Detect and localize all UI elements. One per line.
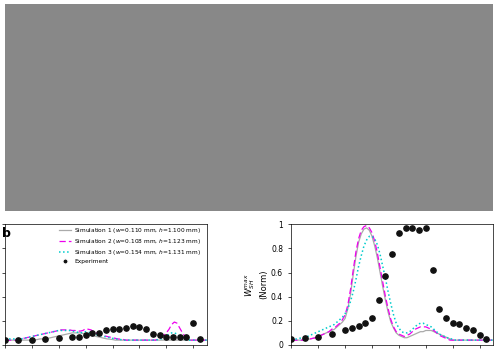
Text: b: b <box>2 227 11 240</box>
Legend: Simulation 1 ($w$=0.110 mm, $h$=1.100 mm), Simulation 2 ($w$=0.108 mm, $h$=1.123: Simulation 1 ($w$=0.110 mm, $h$=1.100 mm… <box>59 226 202 264</box>
Y-axis label: $W_{SH}^{max}$
(Norm): $W_{SH}^{max}$ (Norm) <box>244 270 268 299</box>
